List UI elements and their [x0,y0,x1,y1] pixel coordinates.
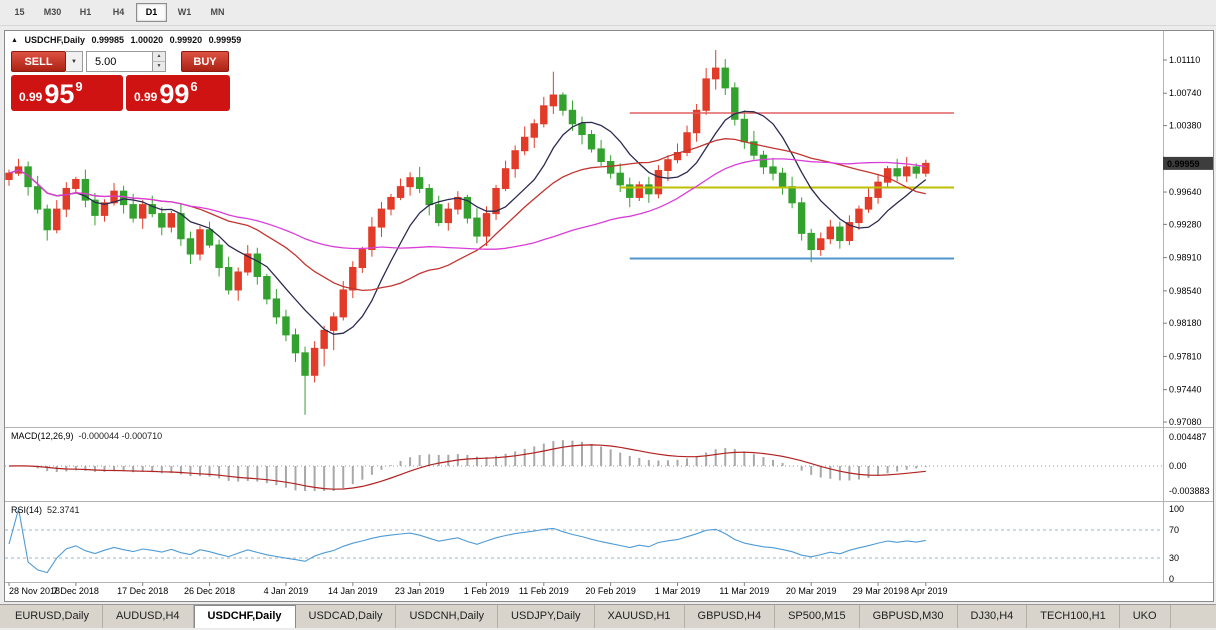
svg-text:-0.003883: -0.003883 [1169,486,1210,496]
ask-pip-digit: 6 [190,79,198,94]
chart-tab-TECH100-H1[interactable]: TECH100,H1 [1027,605,1120,628]
svg-text:20 Feb 2019: 20 Feb 2019 [585,586,636,596]
one-click-trade-panel: SELL ▼ ▲ ▼ BUY 0.99 95 9 0.9 [11,51,241,111]
svg-text:11 Feb 2019: 11 Feb 2019 [519,586,569,596]
chart-tab-EURUSD-Daily[interactable]: EURUSD,Daily [2,605,103,628]
rsi-indicator-label: RSI(14) 52.3741 [11,505,80,515]
svg-text:20 Mar 2019: 20 Mar 2019 [786,586,837,596]
svg-text:0.99280: 0.99280 [1169,219,1202,229]
timeframe-button-W1[interactable]: W1 [177,7,192,17]
chart-high-value: 1.00020 [130,35,164,45]
svg-text:4 Jan 2019: 4 Jan 2019 [264,586,309,596]
svg-text:0.98180: 0.98180 [1169,318,1202,328]
svg-text:0.98910: 0.98910 [1169,253,1202,263]
chart-tab-USDJPY-Daily[interactable]: USDJPY,Daily [498,605,595,628]
ask-prefix: 0.99 [134,90,158,104]
svg-text:7 Dec 2018: 7 Dec 2018 [53,586,99,596]
svg-text:29 Mar 2019: 29 Mar 2019 [853,586,904,596]
svg-text:0.00: 0.00 [1169,461,1187,471]
volume-input[interactable] [87,52,152,71]
ma-line-40 [8,158,926,250]
svg-text:1.01110: 1.01110 [1169,55,1200,65]
chart-tab-DJ30-H4[interactable]: DJ30,H4 [958,605,1028,628]
chart-tab-GBPUSD-H4[interactable]: GBPUSD,H4 [685,605,776,628]
candles [5,50,930,415]
svg-text:30: 30 [1169,553,1179,563]
svg-text:0.97080: 0.97080 [1169,417,1202,427]
svg-text:0.99640: 0.99640 [1169,187,1202,197]
svg-text:28 Nov 2018: 28 Nov 2018 [9,586,60,596]
ask-price-box[interactable]: 0.99 99 6 [126,75,230,111]
timeframe-button-MN[interactable]: MN [210,7,225,17]
svg-text:23 Jan 2019: 23 Jan 2019 [395,586,445,596]
bid-big-digits: 95 [44,79,75,109]
ask-big-digits: 99 [159,79,190,109]
rsi-pane: 100 70 30 0 [5,504,1184,584]
svg-text:11 Mar 2019: 11 Mar 2019 [719,586,769,596]
pane-separators [5,31,1213,583]
chart-ohlc-header: ▲ USDCHF,Daily 0.99985 1.00020 0.99920 0… [11,35,245,45]
timeframe-button-H1[interactable]: H1 [79,7,92,17]
chart-tab-USDCNH-Daily[interactable]: USDCNH,Daily [396,605,499,628]
price-scale[interactable]: 1.01110 1.00740 1.00380 0.99640 0.99280 0.989… [1163,55,1213,427]
svg-text:1 Mar 2019: 1 Mar 2019 [655,586,701,596]
svg-text:8 Apr 2019: 8 Apr 2019 [904,586,948,596]
svg-text:100: 100 [1169,504,1184,514]
chart-symbol-icon: ▲ [11,37,18,44]
bid-price-box[interactable]: 0.99 95 9 [11,75,123,111]
volume-dropdown-icon[interactable]: ▼ [66,51,83,72]
chart-tab-USDCAD-Daily[interactable]: USDCAD,Daily [296,605,397,628]
ma-line-8 [8,110,927,335]
macd-indicator-label: MACD(12,26,9) -0.000044 -0.000710 [11,431,163,441]
timeframe-toolbar: 15 M30 H1 H4 D1 W1 MN [0,0,1216,26]
chart-tab-XAUUSD-H1[interactable]: XAUUSD,H1 [595,605,685,628]
chart-tab-USDCHF-Daily[interactable]: USDCHF,Daily [193,605,296,628]
chart-symbol-label: USDCHF,Daily [24,35,85,45]
svg-text:0.99959: 0.99959 [1167,159,1200,169]
current-price-badge [1163,156,1213,170]
svg-text:0.98540: 0.98540 [1169,286,1202,296]
chart-tab-UKO[interactable]: UKO [1120,605,1171,628]
sell-button[interactable]: SELL [11,51,66,72]
chart-tab-SP500-M15[interactable]: SP500,M15 [775,605,860,628]
chart-window[interactable]: 1.01110 1.00740 1.00380 0.99640 0.99280 0.989… [4,30,1214,602]
svg-text:14 Jan 2019: 14 Jan 2019 [328,586,378,596]
volume-spin-down-icon[interactable]: ▼ [152,62,165,71]
svg-text:0: 0 [1169,574,1174,584]
chart-tab-AUDUSD-H4[interactable]: AUDUSD,H4 [103,605,194,628]
svg-text:1 Feb 2019: 1 Feb 2019 [464,586,510,596]
volume-spin-up-icon[interactable]: ▲ [152,52,165,62]
chart-close-value: 0.99959 [208,35,242,45]
chart-low-value: 0.99920 [169,35,203,45]
svg-text:17 Dec 2018: 17 Dec 2018 [117,586,168,596]
timeframe-button-M30[interactable]: M30 [43,7,62,17]
timeframe-button-H4[interactable]: H4 [112,7,125,17]
macd-pane: 0.004487 0.00 -0.003883 [5,432,1210,496]
svg-text:0.004487: 0.004487 [1169,432,1207,442]
chart-open-value: 0.99985 [91,35,125,45]
chart-tab-bar: EURUSD,Daily AUDUSD,H4 USDCHF,Daily USDCAD,… [0,604,1216,628]
svg-text:0.97440: 0.97440 [1169,385,1202,395]
bid-prefix: 0.99 [19,90,43,104]
buy-button[interactable]: BUY [181,51,229,72]
svg-text:70: 70 [1169,525,1179,535]
timeframe-button-D1[interactable]: D1 [136,3,167,22]
svg-text:1.00380: 1.00380 [1169,121,1202,131]
volume-stepper: ▲ ▼ [86,51,166,72]
svg-text:26 Dec 2018: 26 Dec 2018 [184,586,235,596]
chart-tab-GBPUSD-M30[interactable]: GBPUSD,M30 [860,605,958,628]
svg-text:1.00740: 1.00740 [1169,88,1202,98]
timeframe-button-15[interactable]: 15 [14,7,25,17]
bid-pip-digit: 9 [75,79,83,94]
svg-text:0.97810: 0.97810 [1169,351,1202,361]
chart-canvas[interactable]: 1.01110 1.00740 1.00380 0.99640 0.99280 0.989… [5,31,1213,601]
